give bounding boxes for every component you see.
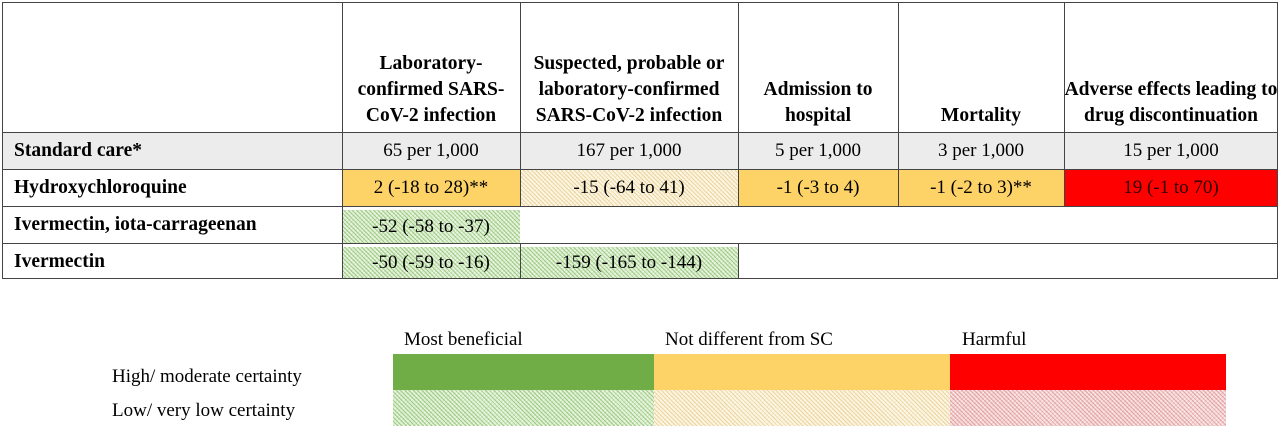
hcq-lab-confirmed: 2 (-18 to 28)** <box>342 170 520 206</box>
table-col-divider <box>520 2 521 207</box>
header-suspected-label: Suspected, probable or laboratory-confir… <box>533 53 725 126</box>
hcq-mortality: -1 (-2 to 3)** <box>898 170 1064 206</box>
header-lab-confirmed: Laboratory-confirmed SARS-CoV-2 infectio… <box>342 2 520 132</box>
legend-not-different: Not different from SC <box>665 329 833 350</box>
swatch-low-not-different <box>654 390 950 426</box>
header-mortality: Mortality <box>898 2 1064 132</box>
table-border-top <box>2 2 1278 3</box>
table-col-divider <box>898 2 899 207</box>
table-divider <box>2 206 1278 207</box>
header-lab-confirmed-label: Laboratory-confirmed SARS-CoV-2 infectio… <box>357 53 505 126</box>
legend-low-certainty-label: Low/ very low certainty <box>112 400 296 421</box>
table-border-bottom <box>2 278 1278 279</box>
legend-high-certainty-label: High/ moderate certainty <box>112 366 302 387</box>
swatch-high-not-different <box>654 354 950 390</box>
standard-care-mortality: 3 per 1,000 <box>898 133 1064 169</box>
hcq-adverse: 19 (-1 to 70) <box>1064 170 1278 206</box>
table-col-divider <box>738 244 739 279</box>
header-adverse-label: Adverse effects leading to drug disconti… <box>1064 79 1278 126</box>
header-admission: Admission to hospital <box>738 2 898 132</box>
hcq-admission: -1 (-3 to 4) <box>738 170 898 206</box>
swatch-low-harmful <box>950 390 1226 426</box>
standard-care-suspected: 167 per 1,000 <box>520 133 738 169</box>
header-admission-label: Admission to hospital <box>763 79 873 126</box>
ivm-suspected: -159 (-165 to -144) <box>520 247 738 279</box>
legend-most-beneficial: Most beneficial <box>404 329 523 350</box>
row-label-hydroxychloroquine: Hydroxychloroquine <box>14 177 187 198</box>
swatch-high-harmful <box>950 354 1226 390</box>
ivm-iota-lab-confirmed: -52 (-58 to -37) <box>342 210 520 243</box>
table-border-right <box>1277 2 1278 279</box>
table-border-left <box>2 2 3 279</box>
swatch-high-beneficial <box>393 354 654 390</box>
hcq-suspected: -15 (-64 to 41) <box>520 170 738 206</box>
header-mortality-label: Mortality <box>940 105 1022 126</box>
row-label-ivermectin-iota-carrageenan: Ivermectin, iota-carrageenan <box>14 214 257 235</box>
ivm-lab-confirmed: -50 (-59 to -16) <box>342 247 520 279</box>
standard-care-admission: 5 per 1,000 <box>738 133 898 169</box>
table-divider <box>2 169 1278 170</box>
table-divider <box>2 243 1278 244</box>
header-adverse-effects: Adverse effects leading to drug disconti… <box>1064 2 1278 132</box>
table-col-divider <box>1064 2 1065 207</box>
standard-care-lab-confirmed: 65 per 1,000 <box>342 133 520 169</box>
table-col-divider <box>738 2 739 207</box>
header-suspected-probable: Suspected, probable or laboratory-confir… <box>520 2 738 132</box>
results-table: Laboratory-confirmed SARS-CoV-2 infectio… <box>2 2 1278 279</box>
row-label-ivermectin: Ivermectin <box>14 250 105 272</box>
swatch-low-beneficial <box>393 390 654 426</box>
standard-care-adverse: 15 per 1,000 <box>1064 133 1278 169</box>
table-col-divider <box>520 244 521 279</box>
row-label-standard-care: Standard care* <box>2 133 342 169</box>
table-col-divider <box>342 2 343 279</box>
legend-harmful: Harmful <box>962 329 1027 350</box>
table-divider <box>2 132 1278 133</box>
